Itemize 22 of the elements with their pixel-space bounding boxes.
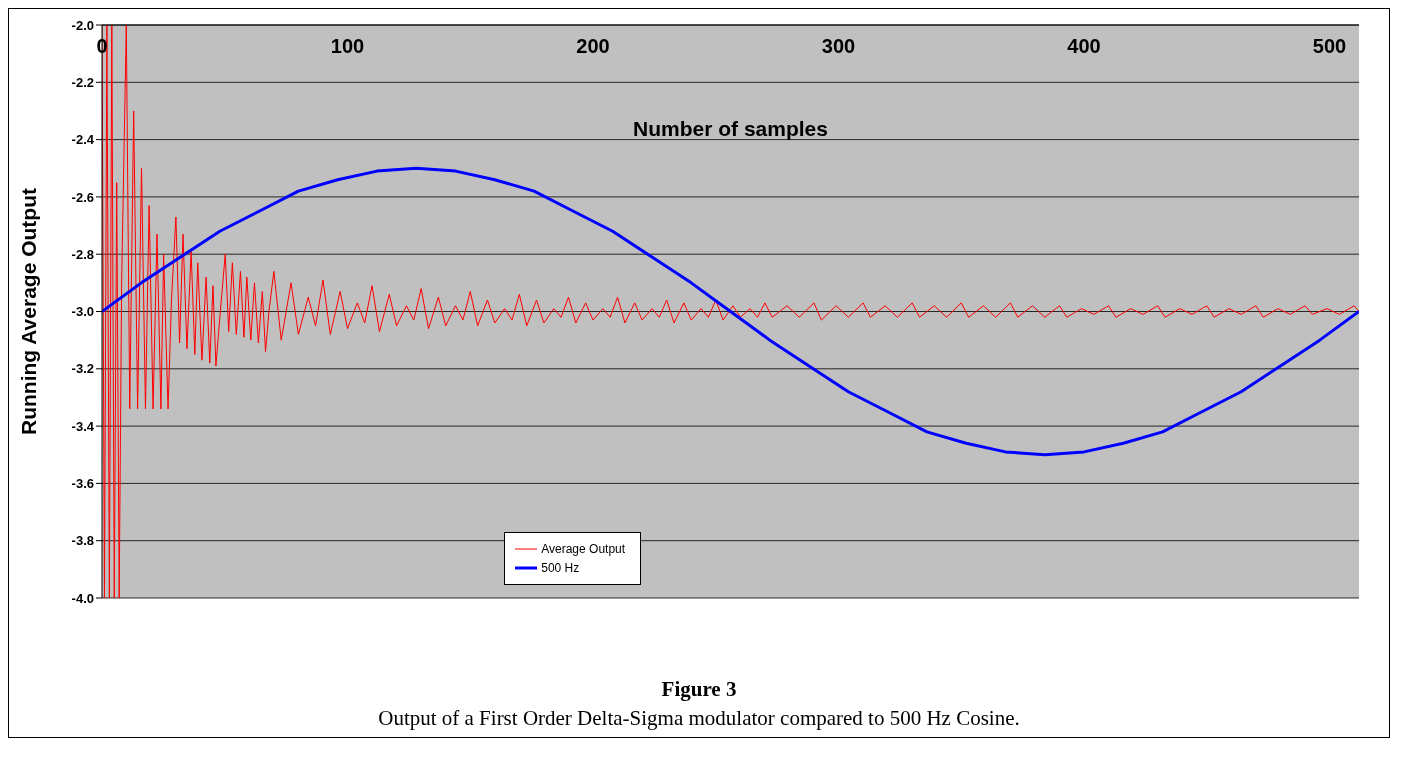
y-tick-label: -3.4	[71, 418, 95, 434]
x-tick-label: 100	[330, 35, 365, 57]
x-tick-label: 200	[576, 35, 610, 57]
y-tick-label: -3.8	[71, 533, 94, 549]
x-tick-label: 300	[821, 35, 856, 57]
x-tick-label: 400	[1067, 35, 1101, 57]
y-tick-label: -2.4	[71, 132, 95, 148]
y-tick-label: -3.0	[71, 304, 94, 320]
y-tick-label: -4.0	[71, 590, 94, 606]
y-tick-label: -2.6	[71, 189, 94, 205]
y-tick-label: -2.2	[71, 74, 94, 90]
text: Figure 3	[660, 677, 738, 702]
x-tick-label: 500	[1312, 35, 1347, 57]
y-tick-label: -3.6	[71, 476, 94, 492]
text: Output of a First Order Delta-Sigma modulator compared to 500 Hz Cosine.	[377, 706, 1021, 731]
y-tick-label: -2.0	[71, 17, 94, 33]
y-tick-label: -2.8	[71, 246, 94, 262]
legend-label: 500 Hz	[540, 561, 581, 576]
legend-label: Average Output	[540, 542, 627, 557]
y-axis-title: Running Average Output	[17, 188, 41, 435]
y-tick-label: -3.2	[71, 361, 94, 377]
x-axis-title: Number of samples	[632, 117, 829, 141]
